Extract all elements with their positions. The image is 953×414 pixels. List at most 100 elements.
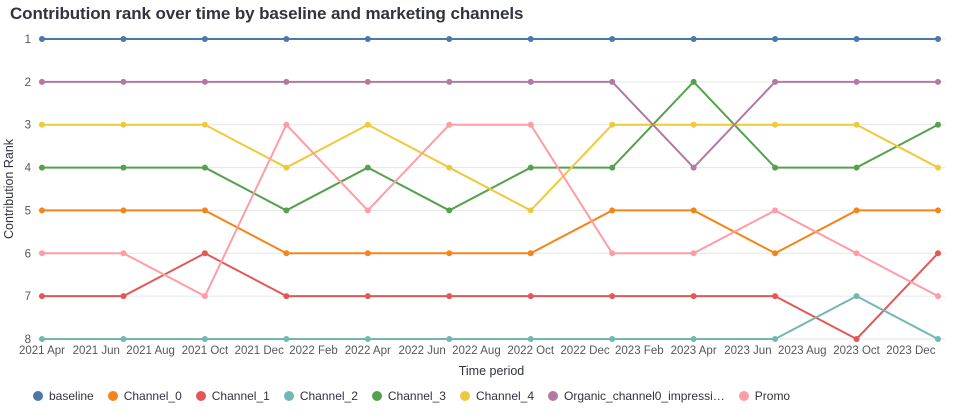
series-point <box>690 336 697 342</box>
series-line-Channel_1 <box>41 252 939 340</box>
x-tick-label: 2023 Aug <box>778 345 827 357</box>
x-tick-label: 2023 Feb <box>615 345 664 357</box>
x-tick-label: 2022 Jun <box>398 345 445 357</box>
series-point <box>935 164 941 171</box>
series-point <box>446 207 453 214</box>
series-point <box>935 36 941 42</box>
y-tick-label: 3 <box>25 120 31 132</box>
legend-item: Channel_0 <box>107 389 182 403</box>
legend-item: Organic_channel0_impressi… <box>548 389 725 403</box>
x-tick-label: 2023 Apr <box>671 345 717 357</box>
series-point <box>120 36 127 42</box>
y-tick-label: 7 <box>25 291 31 303</box>
series-point <box>283 250 290 257</box>
legend-label: Channel_2 <box>299 389 358 403</box>
series-point <box>853 121 860 128</box>
series-point <box>935 207 941 214</box>
legend-swatch-icon <box>548 391 559 401</box>
legend-label: Channel_1 <box>211 389 270 403</box>
series-point <box>690 293 697 300</box>
legend-label: Channel_3 <box>387 389 446 403</box>
series-point <box>364 207 371 214</box>
series-point <box>853 207 860 214</box>
x-tick-label: 2023 Dec <box>886 345 935 357</box>
y-tick-label: 5 <box>25 205 31 217</box>
series-point <box>39 250 45 257</box>
series-point <box>283 336 290 342</box>
series-line-Promo <box>41 123 939 298</box>
series-point <box>772 121 779 128</box>
legend-item: baseline <box>33 389 94 403</box>
series-point <box>853 36 860 42</box>
y-tick-label: 6 <box>25 248 31 260</box>
series-point <box>364 36 371 42</box>
series-point <box>201 207 208 214</box>
legend-swatch-icon <box>459 391 470 401</box>
series-point <box>609 36 616 42</box>
legend-swatch-icon <box>195 391 206 401</box>
series-point <box>690 207 697 214</box>
legend-label: baseline <box>49 389 94 403</box>
series-point <box>609 164 616 171</box>
series-point <box>772 293 779 300</box>
x-tick-label: 2021 Oct <box>182 345 229 357</box>
series-line-Channel_4 <box>41 123 939 212</box>
y-tick-label: 1 <box>25 34 31 46</box>
series-point <box>364 293 371 300</box>
series-point <box>446 336 453 342</box>
series-point <box>935 250 941 257</box>
series-point <box>690 36 697 42</box>
series-point <box>364 78 371 85</box>
series-point <box>39 36 45 42</box>
series-point <box>446 36 453 42</box>
series-line-Organic_channel0_impressi… <box>41 80 939 169</box>
chart-legend: baseline Channel_0 Channel_1 Channel_2 Chann… <box>33 389 790 403</box>
series-point <box>283 36 290 42</box>
series-point <box>772 36 779 42</box>
x-tick-label: 2022 Apr <box>345 345 391 357</box>
series-line-Channel_3 <box>41 80 939 212</box>
series-point <box>772 336 779 342</box>
series-point <box>853 336 860 342</box>
series-point <box>527 164 534 171</box>
legend-label: Channel_0 <box>123 389 182 403</box>
series-point <box>201 293 208 300</box>
x-axis-title: Time period <box>459 364 525 378</box>
series-point <box>527 250 534 257</box>
series-point <box>446 164 453 171</box>
series-point <box>364 250 371 257</box>
legend-swatch-icon <box>738 391 749 401</box>
legend-swatch-icon <box>371 391 382 401</box>
x-tick-label: 2023 Oct <box>833 345 880 357</box>
y-tick-label: 4 <box>25 163 32 175</box>
legend-item: Promo <box>738 389 790 403</box>
series-point <box>690 121 697 128</box>
series-point <box>609 336 616 342</box>
legend-swatch-icon <box>33 391 43 401</box>
legend-item: Channel_2 <box>283 389 358 403</box>
legend-item: Channel_4 <box>459 389 535 403</box>
series-point <box>935 121 941 128</box>
series-point <box>201 78 208 85</box>
series-point <box>364 164 371 171</box>
series-point <box>120 164 127 171</box>
series-point <box>690 250 697 257</box>
series-point <box>39 78 45 85</box>
series-point <box>527 36 534 42</box>
legend-label: Organic_channel0_impressi… <box>564 389 725 403</box>
series-point <box>446 121 453 128</box>
series-point <box>527 121 534 128</box>
series-point <box>609 121 616 128</box>
series-point <box>120 121 127 128</box>
x-tick-label: 2023 Jun <box>724 345 771 357</box>
legend-label: Channel_4 <box>475 389 535 403</box>
series-point <box>120 207 127 214</box>
series-point <box>772 78 779 85</box>
series-point <box>772 207 779 214</box>
series-point <box>120 293 127 300</box>
series-point <box>772 250 779 257</box>
y-axis-title: Contribution Rank <box>2 138 16 239</box>
legend-item: Channel_3 <box>371 389 446 403</box>
